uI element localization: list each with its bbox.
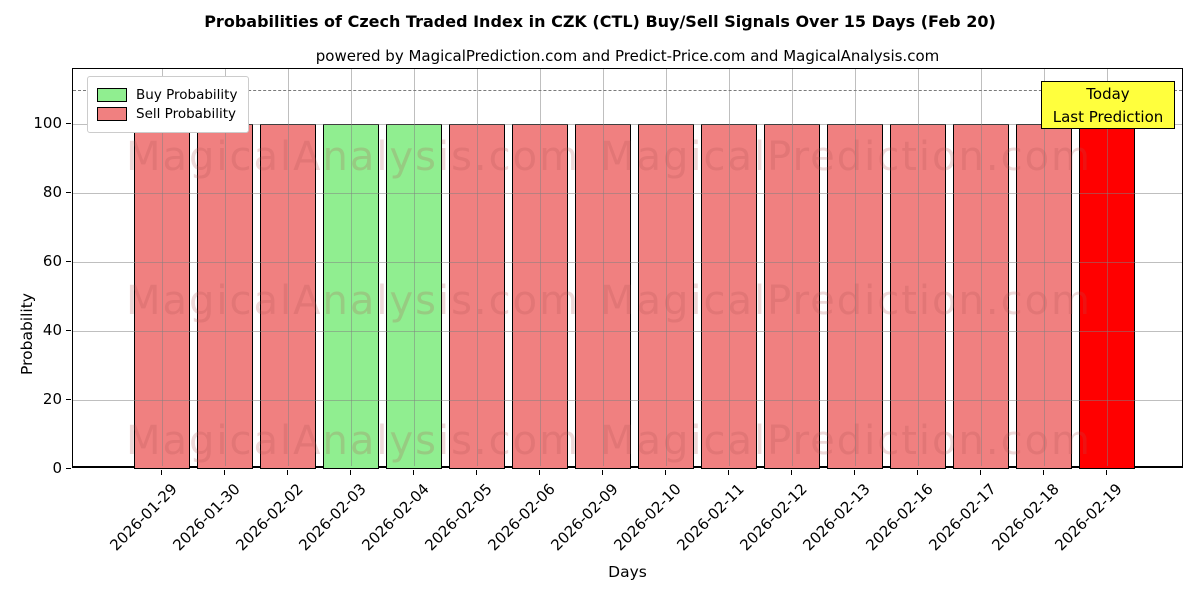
legend-item-buy: Buy Probability [97,87,237,103]
bar-2026-01-30 [196,124,253,469]
y-tick-mark [66,330,71,332]
x-tick-mark [790,470,792,475]
buy-swatch [97,88,127,102]
x-tick-label: 2026-01-29 [105,480,181,555]
bar-2026-02-13 [826,124,883,469]
y-tick-mark [66,192,71,194]
x-tick-mark [286,470,288,475]
legend-label-buy: Buy Probability [136,87,238,103]
x-tick-mark [1105,470,1107,475]
plot-area: MagicalAnalysis.com MagicalPrediction.com… [18,68,1183,469]
y-tick-label: 40 [42,321,62,340]
bar-2026-02-09 [574,124,631,469]
reference-dashed-line [73,89,1182,91]
x-tick-mark [223,470,225,475]
y-tick-mark [66,399,71,401]
y-tick-label: 0 [52,459,62,477]
bar-2026-01-29 [133,124,190,469]
x-tick-mark [601,470,603,475]
y-tick-label: 100 [33,114,62,133]
x-tick-mark [979,470,981,475]
y-tick-label: 20 [42,390,62,409]
legend-label-sell: Sell Probability [136,106,237,122]
chart-title: Probabilities of Czech Traded Index in C… [204,12,996,31]
x-tick-mark [412,470,414,475]
x-tick-mark [349,470,351,475]
x-tick-mark [664,470,666,475]
y-tick-label: 80 [42,183,62,202]
x-tick-mark [1042,470,1044,475]
legend-item-sell: Sell Probability [97,106,237,122]
sell-swatch [97,107,127,121]
bar-2026-02-04 [385,124,442,469]
x-tick-mark [475,470,477,475]
bar-2026-02-17 [952,124,1009,469]
bar-2026-02-12 [763,124,820,469]
annotation-line1: Today [1086,85,1130,103]
bar-2026-02-02 [259,124,316,469]
bar-2026-02-11 [700,124,757,469]
x-tick-mark [727,470,729,475]
bar-2026-02-06 [511,124,568,469]
bar-2026-02-05 [448,124,505,469]
bar-2026-02-16 [889,124,946,469]
annotation-line2: Last Prediction [1052,108,1164,126]
legend: Buy Probability Sell Probability [87,76,250,133]
x-axis-label: Days [608,563,647,581]
x-tick-mark [916,470,918,475]
bar-2026-02-10 [637,124,694,469]
y-tick-label: 60 [42,252,62,271]
y-tick-mark [66,123,71,125]
bar-2026-02-19 [1078,124,1135,469]
bar-2026-02-03 [322,124,379,469]
chart-subtitle: powered by MagicalPrediction.com and Pre… [315,47,940,65]
bar-2026-02-18 [1015,124,1072,469]
y-tick-mark [66,261,71,263]
x-tick-mark [160,470,162,475]
y-tick-mark [66,468,71,469]
x-tick-mark [538,470,540,475]
today-annotation: Today Last Prediction [1041,81,1175,129]
x-tick-mark [853,470,855,475]
